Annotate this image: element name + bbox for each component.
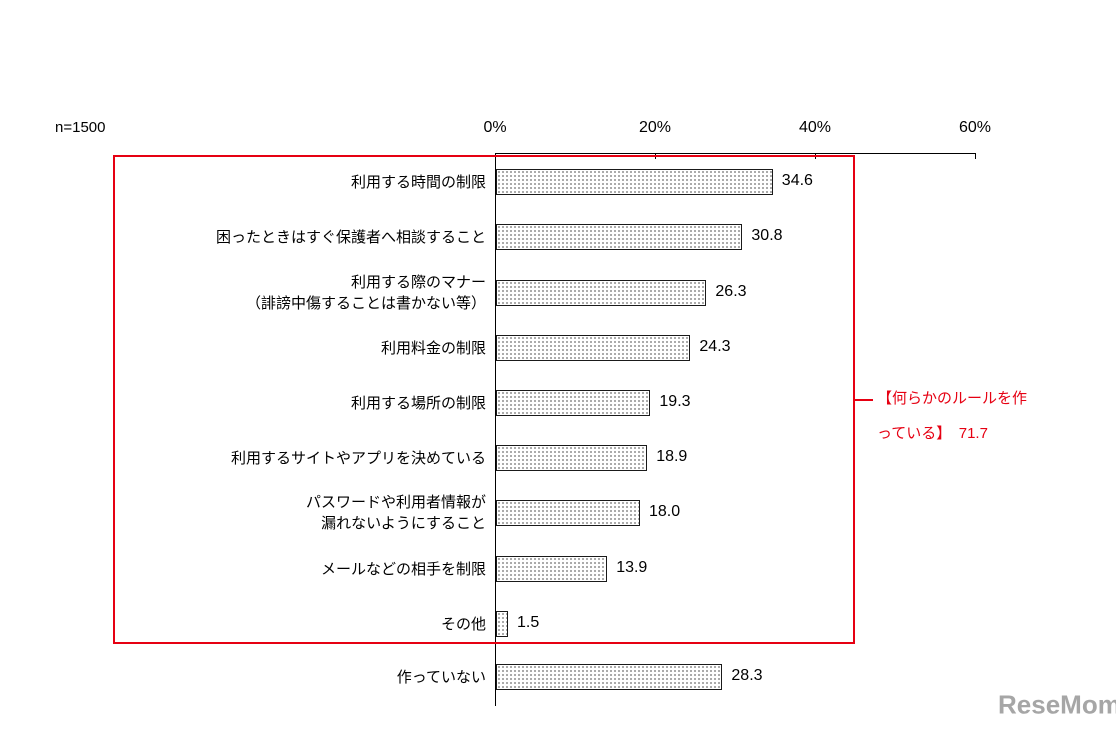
bar (496, 390, 651, 416)
value-label: 28.3 (731, 667, 763, 684)
rules-annotation-line2: っている】 71.7 (877, 425, 988, 442)
value-label: 26.3 (715, 283, 747, 300)
value-label: 30.8 (751, 227, 783, 244)
bar (496, 611, 508, 637)
category-label: 作っていない (396, 668, 486, 686)
value-label: 18.9 (656, 448, 688, 465)
category-label: その他 (440, 615, 486, 633)
x-axis-line (495, 153, 976, 154)
bar (496, 169, 773, 195)
value-label: 1.5 (517, 614, 540, 631)
bar (496, 224, 743, 250)
value-label: 19.3 (659, 393, 691, 410)
y-axis-baseline (495, 153, 496, 706)
category-label: パスワードや利用者情報が 漏れないようにすること (305, 494, 486, 532)
category-label: 利用する場所の制限 (350, 394, 486, 412)
annotation-connector-line (854, 399, 873, 401)
resemom-logo-text: ReseMom (998, 689, 1116, 720)
value-label: 24.3 (699, 338, 731, 355)
x-tick-label: 40% (798, 119, 832, 136)
bar (496, 664, 723, 690)
x-tick-label: 20% (638, 119, 672, 136)
value-label: 34.6 (781, 172, 813, 189)
resemom-logo: ReseMomリセマム. (998, 690, 1116, 718)
x-tick-mark (975, 153, 976, 159)
x-tick-label: 0% (483, 119, 507, 136)
bar (496, 500, 640, 526)
value-label: 13.9 (616, 559, 648, 576)
value-label: 18.0 (649, 503, 681, 520)
bar (496, 335, 691, 361)
category-label: 利用するサイトやアプリを決めている (230, 449, 486, 467)
rules-annotation-line1: 【何らかのルールを作 (877, 390, 1028, 407)
category-label: 利用料金の制限 (380, 339, 486, 357)
category-label: 困ったときはすぐ保護者へ相談すること (215, 228, 486, 246)
sample-size-label: n=1500 (55, 119, 106, 136)
x-tick-label: 60% (958, 119, 992, 136)
category-label: メールなどの相手を制限 (320, 560, 486, 578)
category-label: 利用する時間の制限 (350, 173, 486, 191)
category-label: 利用する際のマナー （誹謗中傷することは書かない等） (245, 274, 486, 312)
bar (496, 445, 648, 471)
bar (496, 280, 707, 306)
bar (496, 556, 608, 582)
